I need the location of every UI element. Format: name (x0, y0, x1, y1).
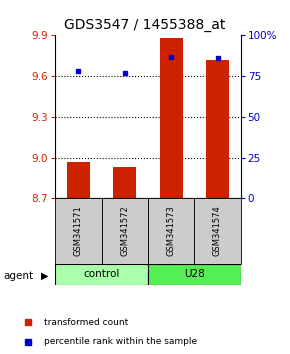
Bar (194, 198, 241, 264)
Bar (160, 38, 183, 198)
Bar (148, 198, 194, 264)
Bar (206, 60, 229, 198)
Text: GSM341574: GSM341574 (213, 206, 222, 256)
Text: ▶: ▶ (41, 271, 49, 281)
Bar (102, 198, 148, 264)
Bar (55, 198, 102, 264)
Bar (55, 264, 148, 285)
Text: agent: agent (3, 271, 33, 281)
Bar (67, 161, 90, 198)
Text: control: control (83, 269, 120, 279)
Text: GSM341571: GSM341571 (74, 206, 83, 256)
Text: GSM341573: GSM341573 (166, 206, 176, 256)
Text: percentile rank within the sample: percentile rank within the sample (44, 337, 197, 347)
Bar (148, 264, 241, 285)
Bar (113, 167, 136, 198)
Text: transformed count: transformed count (44, 318, 128, 327)
Text: U28: U28 (184, 269, 205, 279)
Text: GSM341572: GSM341572 (120, 206, 129, 256)
Text: GDS3547 / 1455388_at: GDS3547 / 1455388_at (64, 18, 226, 32)
